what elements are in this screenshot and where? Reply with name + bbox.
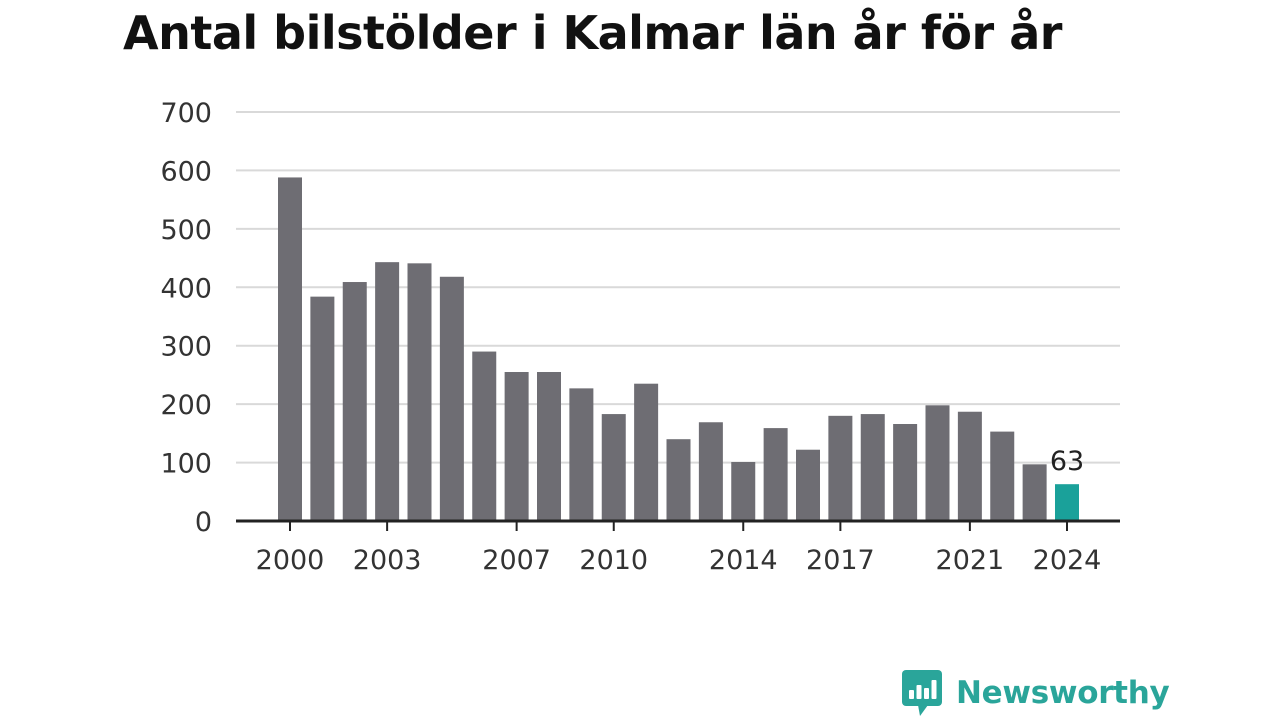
y-tick-label: 600 [160,156,212,187]
x-tick-label: 2017 [806,545,875,576]
y-tick-label: 700 [160,98,212,129]
newsworthy-logo: Newsworthy [902,670,1170,716]
bar-2024 [1055,484,1079,521]
bar-2001 [310,296,335,521]
y-tick-label: 100 [160,449,212,480]
x-tick-label: 2000 [256,545,325,576]
bar-2006 [472,351,497,521]
bar-2021 [957,411,982,521]
x-axis-ticks: 2000 2003 2007 2010 2014 2017 2021 2024 [256,521,1102,576]
bar-2002 [342,282,367,521]
bar-2008 [537,372,561,521]
bar-2014 [731,461,756,521]
y-axis-ticks: 0 100 200 300 400 500 600 700 [160,98,212,538]
data-labels: 63 [1050,446,1084,477]
bar-2019 [893,424,918,521]
bar-2012 [666,439,691,521]
bar-2011 [634,383,659,521]
bar-2015 [763,428,788,521]
bar-2013 [698,422,723,521]
bar-2004 [407,263,432,521]
x-tick-label: 2003 [353,545,422,576]
brand-name: Newsworthy [956,675,1170,711]
bar-2022 [990,431,1015,521]
bar-2000 [278,177,302,521]
bar-2009 [569,388,594,521]
x-tick-label: 2021 [936,545,1005,576]
bar-2003 [375,262,400,521]
x-tick-label: 2010 [579,545,648,576]
x-tick-label: 2024 [1033,545,1102,576]
bar-2017 [828,415,853,521]
y-tick-label: 400 [160,273,212,304]
x-tick-label: 2014 [709,545,778,576]
newsworthy-logo-icon [902,670,942,716]
bar-2023 [1022,464,1047,521]
y-tick-label: 200 [160,390,212,421]
bar-2005 [439,276,464,521]
gridlines [236,111,1120,464]
bar-2018 [860,414,885,521]
y-tick-label: 0 [195,507,212,538]
bar-2007 [504,372,529,521]
chart-title: Antal bilstölder i Kalmar län år för år [123,6,1062,60]
bar-2010 [601,414,626,521]
bars [278,177,1079,521]
y-tick-label: 300 [160,332,212,363]
x-tick-label: 2007 [482,545,551,576]
data-label-2024: 63 [1050,446,1084,477]
bar-2020 [925,405,950,521]
y-tick-label: 500 [160,215,212,246]
bar-2016 [796,449,820,521]
